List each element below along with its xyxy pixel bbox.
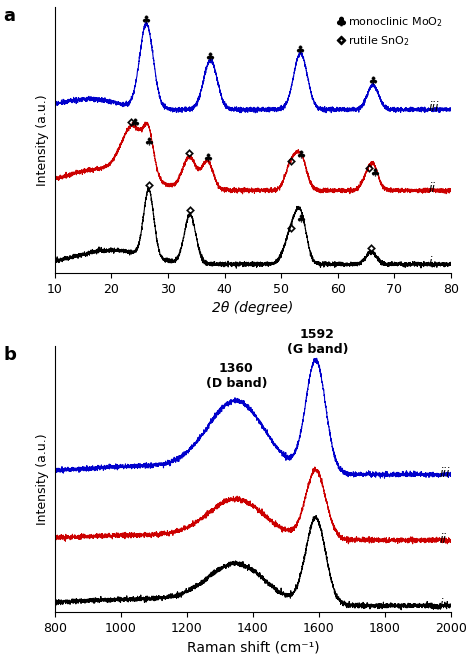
Text: b: b (3, 346, 16, 364)
X-axis label: 2θ (degree): 2θ (degree) (212, 301, 293, 315)
X-axis label: Raman shift (cm⁻¹): Raman shift (cm⁻¹) (187, 640, 319, 654)
Text: ii: ii (428, 182, 436, 195)
Text: iii: iii (439, 467, 450, 480)
Text: a: a (3, 7, 15, 25)
Y-axis label: Intensity (a.u.): Intensity (a.u.) (36, 94, 49, 186)
Y-axis label: Intensity (a.u.): Intensity (a.u.) (36, 433, 49, 525)
Text: i: i (428, 256, 432, 269)
Text: ii: ii (439, 533, 447, 546)
Text: 1592
(G band): 1592 (G band) (287, 328, 348, 356)
Text: i: i (439, 598, 443, 611)
Text: 1360
(D band): 1360 (D band) (206, 362, 267, 390)
Text: iii: iii (428, 101, 439, 114)
Legend: monoclinic MoO$_2$, rutile SnO$_2$: monoclinic MoO$_2$, rutile SnO$_2$ (334, 13, 446, 50)
